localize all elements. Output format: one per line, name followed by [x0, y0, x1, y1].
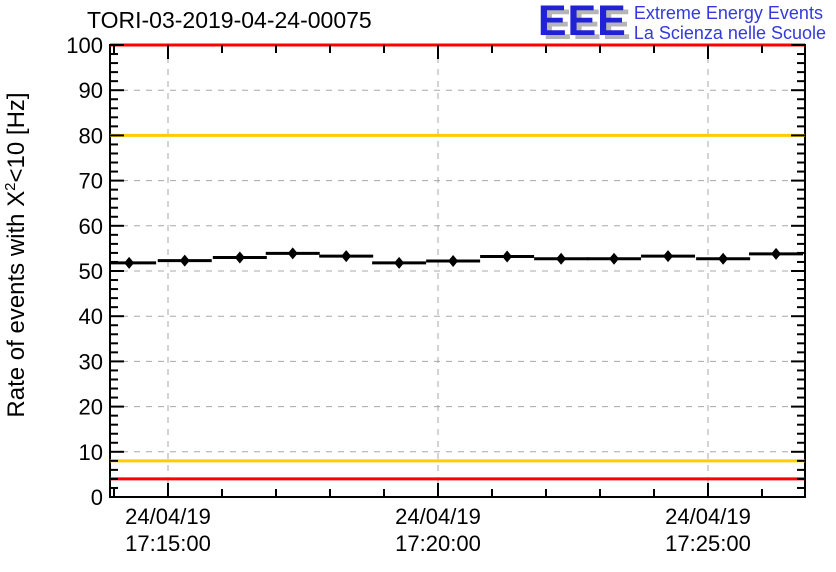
y-axis-title: Rate of events with X2<10 [Hz]: [2, 92, 30, 417]
y-tick-label: 100: [66, 33, 103, 58]
x-tick-label-date: 24/04/19: [395, 504, 481, 529]
x-tick-label-date: 24/04/19: [665, 504, 751, 529]
x-tick-label-time: 17:15:00: [125, 531, 211, 556]
eee-logo-text: Extreme Energy Events La Scienza nelle S…: [634, 2, 826, 43]
data-point-marker: [287, 247, 298, 260]
y-tick-label: 0: [91, 485, 103, 510]
eee-logo-line1: Extreme Energy Events: [633, 3, 823, 23]
y-tick-label: 60: [79, 214, 103, 239]
data-point-marker: [448, 255, 459, 268]
x-tick-label-time: 17:25:00: [665, 531, 751, 556]
data-point-marker: [502, 250, 513, 263]
data-point-marker: [341, 250, 352, 263]
data-point-marker: [394, 256, 405, 269]
data-point-marker: [771, 247, 782, 260]
y-tick-label: 10: [79, 440, 103, 465]
data-point-marker: [124, 256, 135, 269]
eee-logo-letters: EEE: [537, 0, 627, 45]
y-tick-label: 40: [79, 304, 103, 329]
x-tick-label-time: 17:20:00: [395, 531, 481, 556]
plot-title: TORI-03-2019-04-24-00075: [87, 7, 372, 33]
y-tick-label: 80: [79, 123, 103, 148]
y-tick-label: 30: [79, 349, 103, 374]
data-point-marker: [556, 252, 567, 265]
data-point-marker: [718, 252, 729, 265]
y-tick-label: 90: [79, 78, 103, 103]
x-tick-label-date: 24/04/19: [125, 504, 211, 529]
data-point-marker: [663, 250, 674, 263]
data-point-marker: [234, 251, 245, 264]
data-point-marker: [609, 252, 620, 265]
y-tick-label: 50: [79, 259, 103, 284]
y-tick-label: 20: [79, 395, 103, 420]
data-point-marker: [179, 254, 190, 267]
eee-logo: EEE Extreme Energy Events La Scienza nel…: [537, 0, 826, 45]
eee-logo-line2: La Scienza nelle Scuole: [633, 23, 826, 43]
y-tick-label: 70: [79, 169, 103, 194]
